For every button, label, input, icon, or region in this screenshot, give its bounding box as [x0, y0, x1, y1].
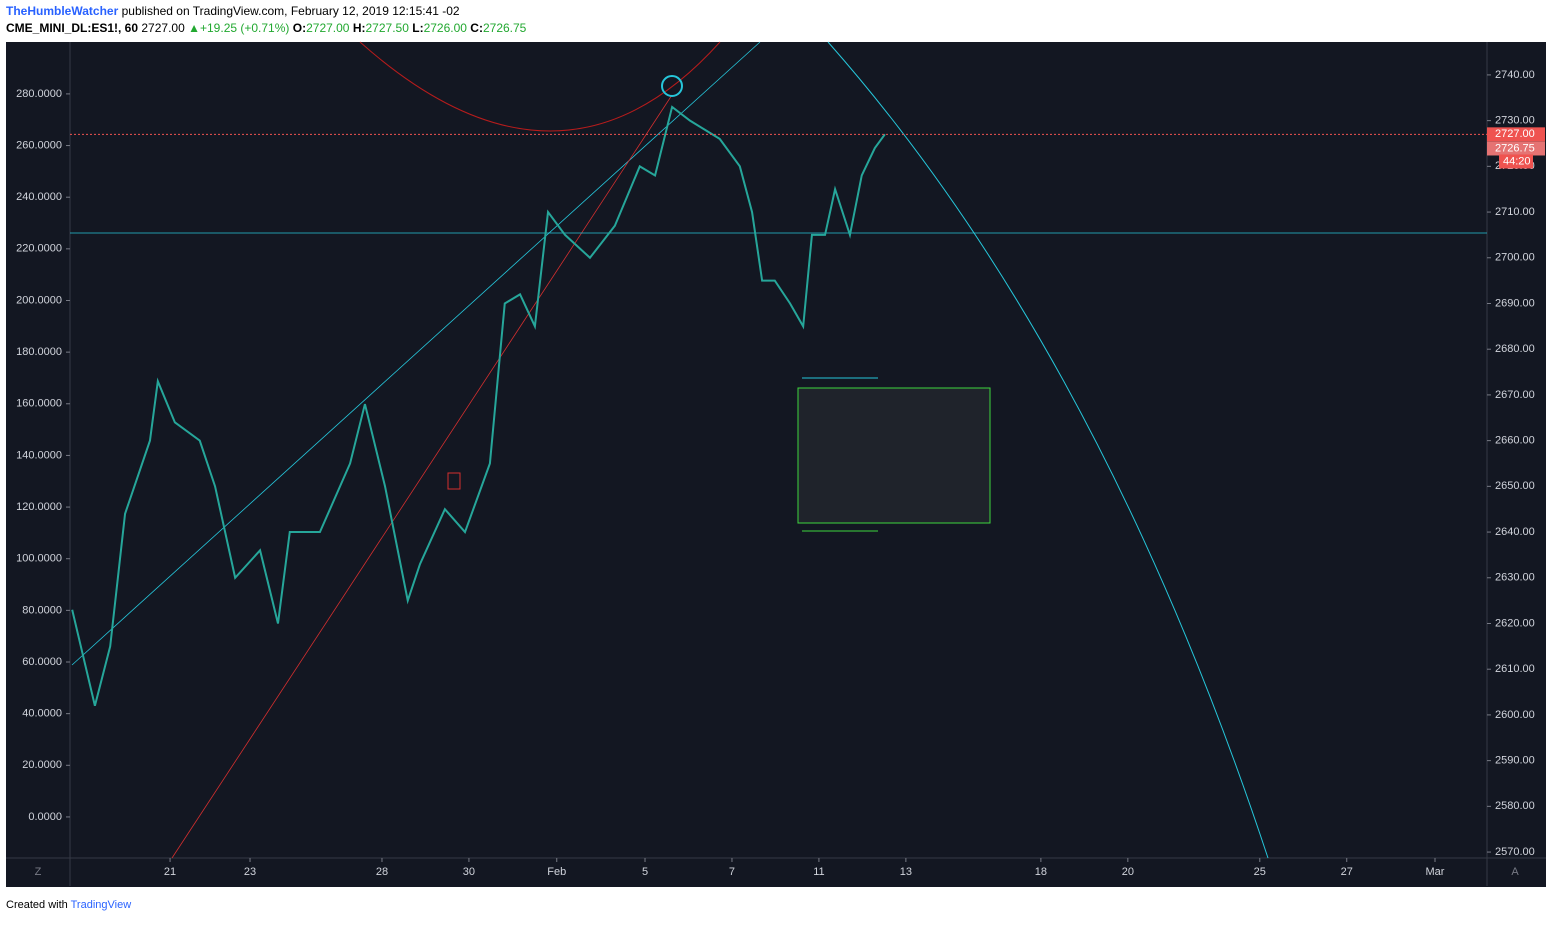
y2-tick-label: 2620.00 — [1495, 617, 1535, 629]
countdown: 44:20 — [1503, 155, 1531, 167]
symbol: CME_MINI_DL:ES1!, 60 — [6, 21, 138, 35]
published: published on TradingView.com, February 1… — [122, 4, 460, 18]
y-tick-label: 180.0000 — [16, 346, 62, 358]
price-label: 2727.00 — [1495, 128, 1535, 140]
price-label-bg — [1487, 141, 1545, 156]
x-tick-label: 20 — [1122, 866, 1134, 878]
x-tick-label: 13 — [900, 866, 912, 878]
arc-drawing — [827, 41, 1269, 859]
y2-tick-label: 2650.00 — [1495, 480, 1535, 492]
x-tick-label: 18 — [1035, 866, 1047, 878]
c-label: C: — [470, 21, 483, 35]
y2-tick-label: 2630.00 — [1495, 572, 1535, 584]
header-line1: TheHumbleWatcher published on TradingVie… — [6, 4, 460, 18]
y2-tick-label: 2570.00 — [1495, 846, 1535, 858]
y-tick-label: 0.0000 — [28, 811, 62, 823]
footer: Created with TradingView — [6, 899, 131, 911]
y-tick-label: 240.0000 — [16, 191, 62, 203]
marker-box — [447, 472, 461, 490]
y2-tick-label: 2580.00 — [1495, 800, 1535, 812]
y-tick-label: 220.0000 — [16, 243, 62, 255]
header-line2: CME_MINI_DL:ES1!, 60 2727.00 ▲+19.25 (+0… — [6, 21, 527, 35]
x-tick-label: 5 — [642, 866, 648, 878]
h-label: H: — [353, 21, 366, 35]
chart-panel — [6, 42, 1546, 887]
y-tick-label: 200.0000 — [16, 294, 62, 306]
trend-line — [71, 41, 761, 666]
x-tick-label: 27 — [1341, 866, 1353, 878]
y-tick-label: 280.0000 — [16, 88, 62, 100]
y2-tick-label: 2610.00 — [1495, 663, 1535, 675]
y-tick-label: 100.0000 — [16, 553, 62, 565]
y-tick-label: 60.0000 — [22, 656, 62, 668]
y-tick-label: 80.0000 — [22, 604, 62, 616]
x-tick-label: 30 — [463, 866, 475, 878]
y-tick-label: 20.0000 — [22, 759, 62, 771]
x-tick-label: 21 — [164, 866, 176, 878]
y-tick-label: 140.0000 — [16, 449, 62, 461]
y-tick-label: 120.0000 — [16, 501, 62, 513]
x-tick-label: 7 — [729, 866, 735, 878]
c: 2726.75 — [483, 21, 527, 35]
plot — [70, 41, 1487, 859]
brand[interactable]: TradingView — [71, 899, 132, 911]
y2-tick-label: 2680.00 — [1495, 343, 1535, 355]
y2-tick-label: 2590.00 — [1495, 755, 1535, 767]
y2-tick-label: 2700.00 — [1495, 252, 1535, 264]
y2-tick-label: 2640.00 — [1495, 526, 1535, 538]
x-tick-label: 23 — [244, 866, 256, 878]
y2-tick-label: 2740.00 — [1495, 69, 1535, 81]
y2-tick-label: 2690.00 — [1495, 297, 1535, 309]
trend-line — [171, 94, 673, 859]
y2-tick-label: 2600.00 — [1495, 709, 1535, 721]
marker-circle — [661, 75, 683, 97]
y-tick-label: 260.0000 — [16, 139, 62, 151]
change: +19.25 (+0.71%) — [200, 21, 289, 35]
x-tick-label: 25 — [1254, 866, 1266, 878]
arrow: ▲ — [188, 21, 200, 35]
o: 2727.00 — [306, 21, 350, 35]
last: 2727.00 — [141, 21, 185, 35]
y2-tick-label: 2710.00 — [1495, 206, 1535, 218]
price-label-bg — [1487, 127, 1545, 142]
y2-tick-label: 2660.00 — [1495, 435, 1535, 447]
y2-tick-label: 2730.00 — [1495, 115, 1535, 127]
x-tick-label: Mar — [1426, 866, 1445, 878]
y2-tick-label: 2670.00 — [1495, 389, 1535, 401]
x-tick-label: Feb — [547, 866, 566, 878]
corner-button[interactable]: Z — [35, 866, 42, 878]
box-drawing — [797, 387, 991, 524]
h: 2727.50 — [366, 21, 410, 35]
y-tick-label: 160.0000 — [16, 398, 62, 410]
y-tick-label: 40.0000 — [22, 708, 62, 720]
o-label: O: — [293, 21, 306, 35]
x-tick-label: 11 — [813, 866, 824, 878]
arc-drawing — [359, 41, 721, 132]
created: Created with — [6, 899, 68, 911]
price-line — [71, 105, 886, 707]
price-label: 2726.75 — [1495, 142, 1535, 154]
author[interactable]: TheHumbleWatcher — [6, 4, 119, 18]
l: 2726.00 — [424, 21, 468, 35]
x-tick-label: 28 — [376, 866, 388, 878]
corner-button[interactable]: A — [1511, 866, 1519, 878]
l-label: L: — [412, 21, 423, 35]
countdown-bg — [1499, 154, 1533, 169]
